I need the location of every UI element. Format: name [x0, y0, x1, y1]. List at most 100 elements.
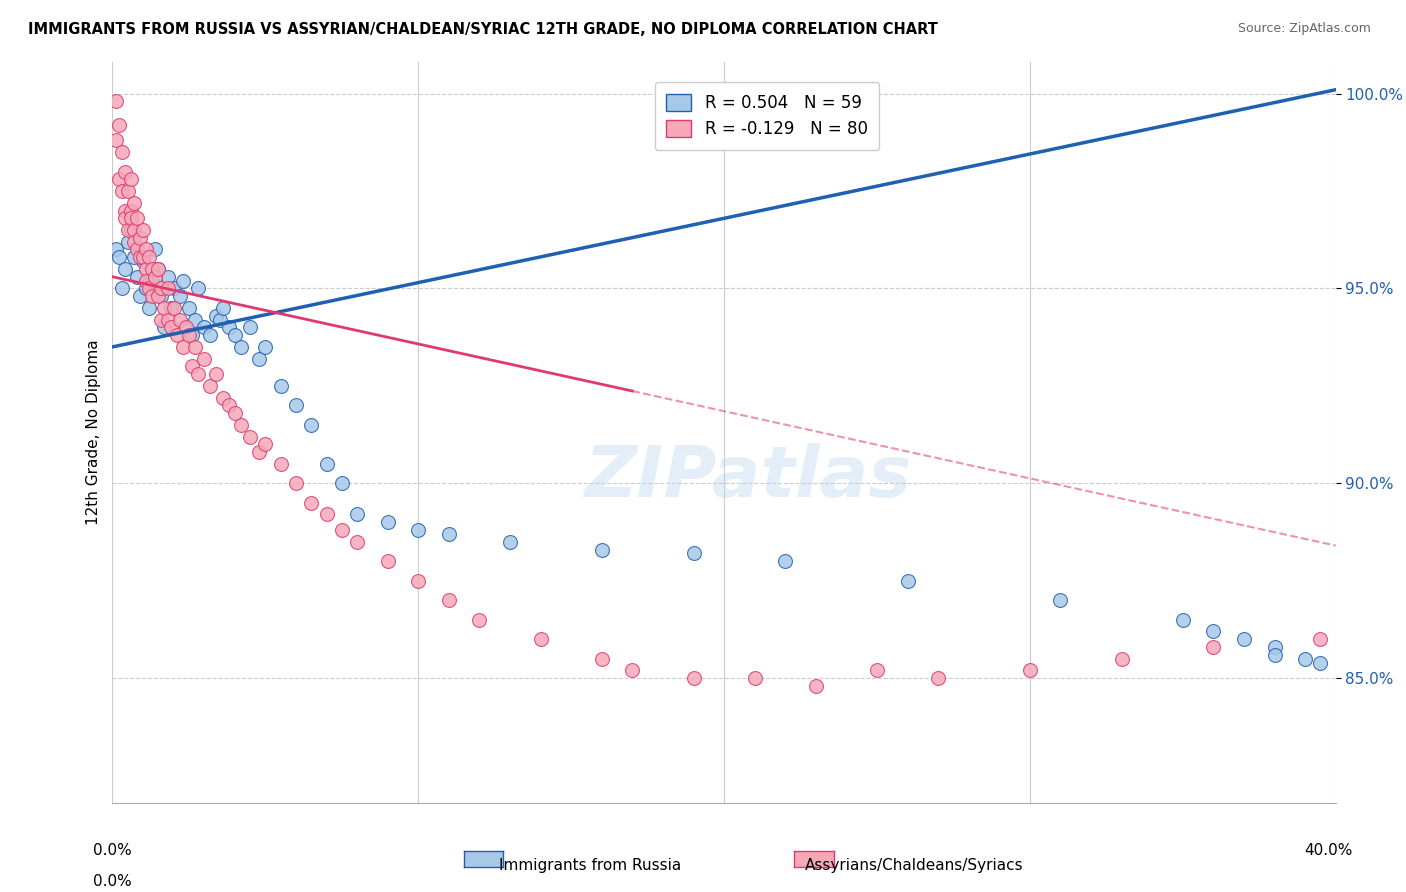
Point: [193, 320, 215, 334]
Point: [122, 235, 145, 249]
Point: [107, 250, 129, 264]
Point: [299, 417, 322, 432]
Point: [177, 328, 200, 343]
Point: [138, 281, 160, 295]
Point: [247, 445, 270, 459]
Text: IMMIGRANTS FROM RUSSIA VS ASSYRIAN/CHALDEAN/SYRIAC 12TH GRADE, NO DIPLOMA CORREL: IMMIGRANTS FROM RUSSIA VS ASSYRIAN/CHALD…: [28, 22, 938, 37]
Point: [239, 320, 262, 334]
Point: [315, 508, 337, 522]
Point: [117, 235, 139, 249]
Point: [200, 328, 222, 343]
Point: [125, 211, 148, 226]
Point: [150, 312, 173, 326]
Point: [229, 417, 252, 432]
Point: [150, 289, 173, 303]
Point: [377, 554, 399, 568]
Point: [1202, 640, 1225, 654]
Point: [169, 312, 191, 326]
Point: [211, 391, 233, 405]
Point: [125, 243, 148, 257]
Point: [177, 301, 200, 315]
Point: [284, 476, 308, 491]
Point: [135, 281, 157, 295]
Point: [682, 671, 704, 685]
Point: [181, 359, 204, 374]
Point: [1294, 651, 1316, 665]
Point: [184, 340, 207, 354]
Point: [159, 301, 181, 315]
Point: [1309, 632, 1331, 647]
Point: [346, 508, 368, 522]
Point: [120, 211, 142, 226]
Point: [377, 515, 399, 529]
Point: [172, 274, 194, 288]
Point: [132, 250, 155, 264]
Point: [114, 211, 136, 226]
Point: [330, 523, 353, 537]
Point: [408, 523, 430, 537]
Point: [148, 262, 170, 277]
Point: [200, 379, 222, 393]
Point: [1049, 593, 1071, 607]
Point: [163, 281, 186, 295]
Point: [254, 437, 277, 451]
Point: [591, 542, 613, 557]
Point: [174, 320, 197, 334]
Point: [211, 301, 233, 315]
Point: [153, 301, 176, 315]
Point: [104, 95, 127, 109]
Point: [1264, 648, 1286, 662]
Point: [224, 328, 246, 343]
Point: [346, 534, 368, 549]
Point: [804, 679, 827, 693]
Point: [153, 320, 176, 334]
Point: [239, 429, 262, 443]
Point: [132, 223, 155, 237]
Point: [141, 274, 163, 288]
Point: [205, 367, 228, 381]
Point: [132, 254, 155, 268]
Point: [148, 262, 170, 277]
Point: [1233, 632, 1256, 647]
Point: [621, 663, 644, 677]
Point: [138, 301, 160, 315]
Point: [408, 574, 430, 588]
Point: [135, 274, 157, 288]
Point: [156, 281, 179, 295]
Text: ZIPatlas: ZIPatlas: [585, 442, 912, 511]
Point: [114, 262, 136, 277]
Point: [129, 231, 152, 245]
Text: 40.0%: 40.0%: [1305, 843, 1353, 858]
Point: [117, 184, 139, 198]
Point: [156, 269, 179, 284]
Point: [284, 398, 308, 412]
Point: [1264, 640, 1286, 654]
Point: [208, 312, 231, 326]
Point: [299, 496, 322, 510]
Point: [270, 457, 292, 471]
Point: [181, 328, 204, 343]
Text: Assyrians/Chaldeans/Syriacs: Assyrians/Chaldeans/Syriacs: [804, 858, 1024, 873]
Point: [247, 351, 270, 366]
Point: [117, 223, 139, 237]
Point: [150, 281, 173, 295]
Point: [111, 145, 134, 159]
Point: [120, 172, 142, 186]
Point: [122, 223, 145, 237]
Point: [120, 223, 142, 237]
Point: [141, 289, 163, 303]
Point: [107, 118, 129, 132]
Point: [682, 546, 704, 560]
Point: [229, 340, 252, 354]
Text: 0.0%: 0.0%: [93, 843, 132, 858]
Point: [205, 309, 228, 323]
Point: [129, 250, 152, 264]
Point: [148, 289, 170, 303]
Point: [927, 671, 949, 685]
Point: [104, 243, 127, 257]
Point: [114, 203, 136, 218]
Point: [437, 593, 460, 607]
Point: [1018, 663, 1040, 677]
Point: [1309, 656, 1331, 670]
Point: [591, 651, 613, 665]
